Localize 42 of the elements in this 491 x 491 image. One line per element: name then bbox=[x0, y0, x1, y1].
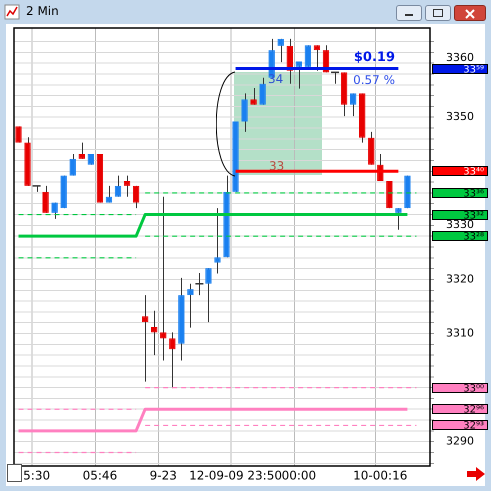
candlestick bbox=[260, 77, 266, 106]
y-tick-label: 3360 bbox=[446, 50, 474, 64]
candlestick bbox=[205, 268, 212, 323]
annotation: 33 bbox=[269, 159, 284, 173]
text: 33⁵⁹ bbox=[463, 64, 484, 76]
candlestick bbox=[241, 92, 248, 132]
candlestick bbox=[70, 153, 76, 176]
candlestick bbox=[187, 283, 194, 328]
text: 33⁴⁰ bbox=[463, 166, 484, 178]
x-tick-label: 00:00 bbox=[282, 468, 316, 482]
candlestick bbox=[169, 332, 176, 389]
candlestick bbox=[250, 88, 257, 106]
candlestick bbox=[106, 185, 112, 204]
annotation: 34 bbox=[268, 72, 284, 86]
candlestick bbox=[278, 38, 284, 63]
candlestick bbox=[42, 185, 49, 214]
y-tick-label: 3320 bbox=[446, 272, 474, 286]
x-tick-label: 5:30 bbox=[23, 468, 50, 482]
text: 32⁹⁶ bbox=[463, 404, 484, 416]
annotation: 0.57 % bbox=[353, 73, 395, 87]
candlestick bbox=[151, 310, 158, 356]
candlestick bbox=[78, 142, 85, 160]
y-tick-label: 3310 bbox=[446, 326, 474, 340]
x-tick-label: 10-00:16 bbox=[353, 468, 408, 482]
y-tick-label: 3330 bbox=[446, 218, 474, 231]
candlestick bbox=[350, 92, 356, 117]
candlestick bbox=[132, 185, 140, 209]
candlestick bbox=[296, 61, 302, 90]
y-tick-label: 3290 bbox=[446, 434, 474, 448]
text: 33⁰⁰ bbox=[463, 384, 484, 395]
text: 32⁹³ bbox=[463, 420, 484, 432]
text: 33²⁸ bbox=[463, 232, 484, 243]
chart-title: 2 Min bbox=[26, 4, 59, 18]
x-tick-label: 12-09-09 23:50 bbox=[189, 468, 282, 482]
x-tick-label: 9-23 bbox=[150, 468, 177, 482]
y-tick-label: 3350 bbox=[446, 110, 474, 124]
candlestick bbox=[142, 294, 148, 382]
annotation: $0.19 bbox=[354, 50, 395, 65]
candlestick bbox=[124, 175, 130, 198]
text: 33³⁶ bbox=[463, 188, 484, 200]
x-tick-label: 05:46 bbox=[82, 468, 118, 482]
candlestick bbox=[160, 196, 166, 362]
